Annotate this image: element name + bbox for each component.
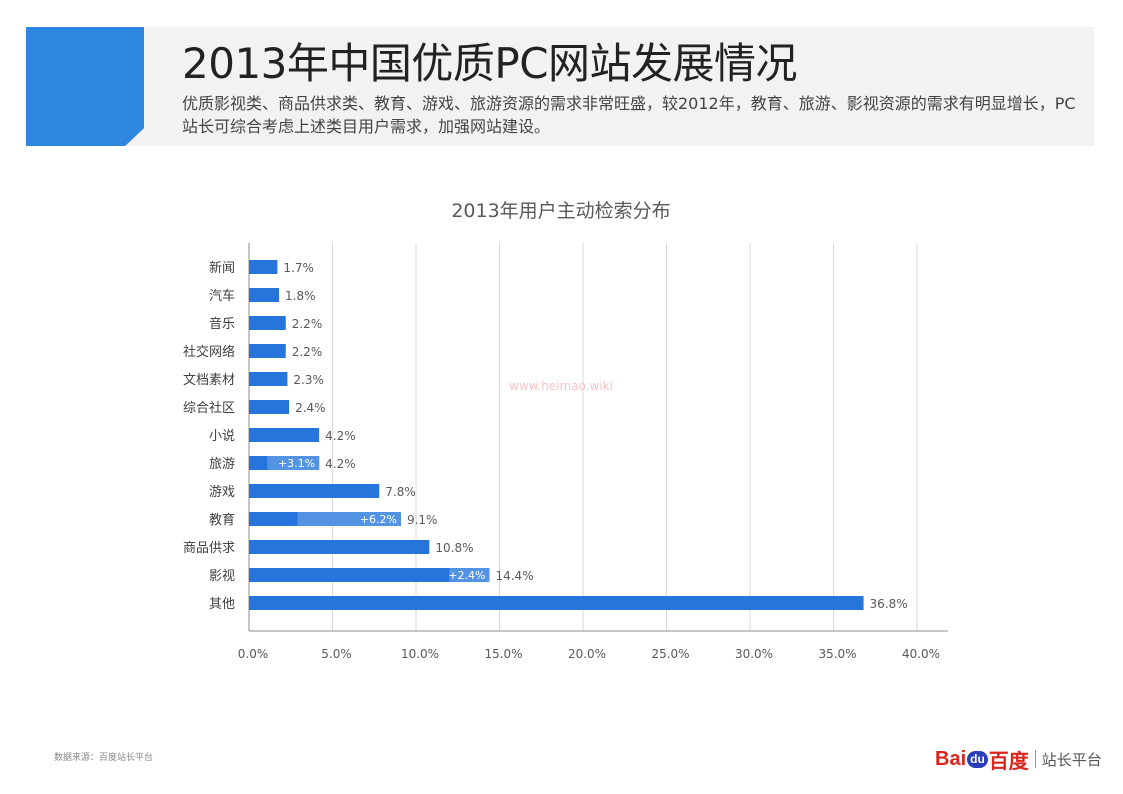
increase-label: +3.1% bbox=[278, 457, 315, 470]
accent-block bbox=[26, 27, 144, 146]
data-source-note: 数据来源：百度站长平台 bbox=[54, 753, 154, 763]
bar bbox=[249, 540, 430, 554]
x-tick-label: 5.0% bbox=[321, 647, 352, 661]
baidu-webmaster-logo: Bai du 百度 站长平台 bbox=[935, 744, 1102, 774]
page-subtitle: 优质影视类、商品供求类、教育、游戏、旅游资源的需求非常旺盛，较2012年，教育、… bbox=[182, 94, 1076, 136]
value-label: 2.3% bbox=[293, 373, 324, 387]
increase-segment bbox=[267, 456, 320, 470]
category-label: 旅游 bbox=[209, 457, 235, 472]
logo-text-bai: Bai bbox=[935, 747, 967, 770]
category-label: 社交网络 bbox=[183, 344, 235, 360]
category-label: 音乐 bbox=[209, 316, 235, 332]
logo-platform-text: 站长平台 bbox=[1041, 750, 1102, 769]
x-tick-label: 25.0% bbox=[651, 647, 689, 661]
bar bbox=[249, 316, 286, 330]
category-label: 新闻 bbox=[209, 260, 235, 276]
bar bbox=[249, 344, 286, 358]
value-label: 2.2% bbox=[292, 317, 323, 331]
bar bbox=[249, 428, 320, 442]
value-label: 9.1% bbox=[407, 513, 438, 527]
category-label: 商品供求 bbox=[183, 541, 235, 556]
bar bbox=[249, 372, 288, 386]
increase-segment bbox=[297, 512, 401, 526]
category-label: 综合社区 bbox=[183, 400, 235, 416]
bar bbox=[249, 400, 290, 414]
header-band bbox=[26, 27, 1094, 146]
category-label: 文档素材 bbox=[183, 373, 235, 388]
logo-text-baidu: 百度 bbox=[988, 750, 1029, 773]
x-tick-label: 40.0% bbox=[902, 647, 940, 661]
paw-icon: du bbox=[967, 750, 988, 768]
category-label: 其他 bbox=[209, 597, 235, 612]
page-title: 2013年中国优质PC网站发展情况 bbox=[182, 39, 798, 88]
value-label: 2.2% bbox=[292, 345, 323, 359]
value-label: 4.2% bbox=[325, 457, 356, 471]
x-tick-label: 15.0% bbox=[484, 647, 522, 661]
bar bbox=[249, 260, 278, 274]
x-tick-label: 30.0% bbox=[735, 647, 773, 661]
baidu-logo: Bai du 百度 bbox=[935, 745, 1029, 774]
watermark: www.heimao.wiki bbox=[509, 379, 613, 393]
category-label: 教育 bbox=[209, 512, 235, 528]
value-label: 7.8% bbox=[385, 485, 416, 499]
category-label: 小说 bbox=[209, 429, 235, 444]
increase-label: +6.2% bbox=[360, 513, 397, 526]
x-tick-label: 20.0% bbox=[568, 647, 606, 661]
value-label: 36.8% bbox=[870, 597, 908, 611]
bar bbox=[249, 484, 380, 498]
category-label: 汽车 bbox=[209, 288, 235, 304]
value-label: 1.7% bbox=[283, 261, 314, 275]
x-tick-label: 10.0% bbox=[401, 647, 439, 661]
value-label: 10.8% bbox=[435, 541, 473, 555]
category-label: 游戏 bbox=[209, 485, 235, 500]
x-tick-label: 35.0% bbox=[818, 647, 856, 661]
value-label: 14.4% bbox=[495, 569, 533, 583]
chart-title: 2013年用户主动检索分布 bbox=[451, 200, 670, 222]
value-label: 2.4% bbox=[295, 401, 326, 415]
bar bbox=[249, 568, 490, 582]
value-label: 1.8% bbox=[285, 289, 316, 303]
bar bbox=[249, 596, 864, 610]
bar bbox=[249, 288, 280, 302]
x-tick-label: 0.0% bbox=[238, 647, 269, 661]
category-label: 影视 bbox=[209, 569, 235, 584]
value-label: 4.2% bbox=[325, 429, 356, 443]
increase-segment bbox=[449, 568, 490, 582]
logo-divider bbox=[1034, 750, 1036, 768]
increase-label: +2.4% bbox=[448, 569, 485, 582]
